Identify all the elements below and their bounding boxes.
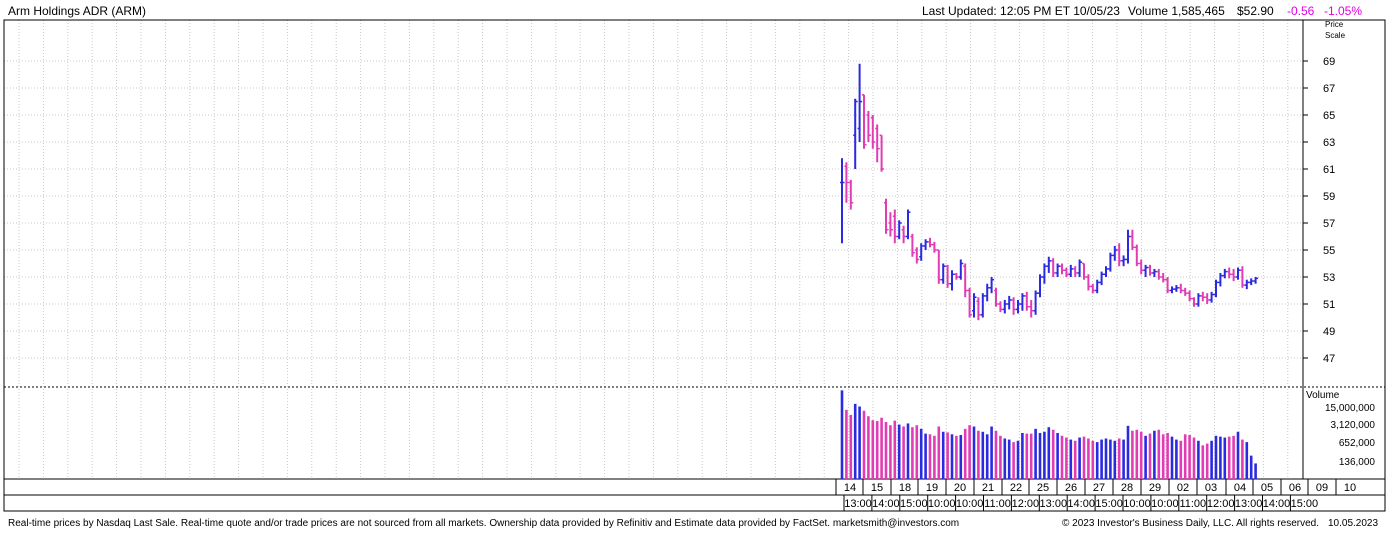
date-axis: 14 15 18 19 20 21 22 25 26 27 28 29 02 03 04 05 06 09 10 — [835, 479, 1356, 495]
chart-grid — [4, 20, 1303, 479]
time-label: 14:00 — [1067, 498, 1095, 510]
date-label: 29 — [1149, 482, 1161, 494]
price-tick-label: 55 — [1323, 245, 1335, 257]
price-axis: Price Scale 69 67 65 63 61 59 57 55 53 51 49 47 — [1303, 20, 1346, 365]
price-change: -0.56 — [1287, 4, 1315, 18]
time-label: 10:00 — [1151, 498, 1179, 510]
date-label: 04 — [1234, 482, 1246, 494]
price-tick-label: 65 — [1323, 110, 1335, 122]
time-label: 11:00 — [1179, 498, 1206, 510]
volume-tick-label: 136,000 — [1339, 457, 1376, 468]
chart-frame — [3, 19, 1386, 512]
price-tick-label: 61 — [1323, 164, 1335, 176]
price-scale-label-1: Price — [1325, 20, 1344, 29]
footer-disclaimer: Real-time prices by Nasdaq Last Sale. Re… — [8, 518, 960, 529]
price-change-pct: -1.05% — [1324, 4, 1363, 18]
price-scale-label-2: Scale — [1325, 31, 1346, 40]
volume-axis: Volume 15,000,000 3,120,000 652,000 136,000 — [1306, 390, 1375, 468]
time-label: 13:00 — [1235, 498, 1263, 510]
date-label: 20 — [954, 482, 966, 494]
date-label: 22 — [1010, 482, 1022, 494]
price-bars — [840, 63, 1259, 321]
date-label: 25 — [1037, 482, 1049, 494]
time-label: 10:00 — [1123, 498, 1151, 510]
price-tick-label: 53 — [1323, 272, 1335, 284]
date-label: 02 — [1177, 482, 1189, 494]
time-axis: 13:00 14:00 15:00 10:00 10:00 11:00 12:00 13:00… — [843, 495, 1319, 511]
time-label: 12:00 — [1012, 498, 1040, 510]
date-label: 18 — [899, 482, 911, 494]
footer-date: 10.05.2023 — [1328, 518, 1379, 529]
date-label: 27 — [1093, 482, 1105, 494]
volume-axis-title: Volume — [1306, 390, 1340, 401]
price-tick-label: 59 — [1323, 191, 1335, 203]
date-label: 09 — [1316, 482, 1328, 494]
date-label: 19 — [926, 482, 938, 494]
time-label: 13:00 — [844, 498, 872, 510]
time-label: 10:00 — [928, 498, 956, 510]
last-price: $52.90 — [1237, 4, 1274, 18]
price-tick-label: 51 — [1323, 299, 1335, 311]
price-tick-label: 69 — [1323, 56, 1335, 68]
price-tick-label: 67 — [1323, 83, 1335, 95]
volume-bars — [840, 390, 1257, 479]
volume-readout: Volume 1,585,465 — [1128, 4, 1225, 18]
footer-copyright: © 2023 Investor's Business Daily, LLC. A… — [1062, 518, 1319, 529]
price-tick-label: 49 — [1323, 326, 1335, 338]
time-label: 14:00 — [1263, 498, 1291, 510]
volume-tick-label: 652,000 — [1339, 438, 1376, 449]
date-label: 15 — [871, 482, 883, 494]
time-label: 15:00 — [900, 498, 928, 510]
chart-border — [3, 19, 1386, 512]
date-label: 05 — [1261, 482, 1273, 494]
price-volume-chart: Price Scale 69 67 65 63 61 59 57 55 53 51 49 47 Volum… — [3, 19, 1386, 512]
time-label: 15:00 — [1095, 498, 1123, 510]
chart-footer: Real-time prices by Nasdaq Last Sale. Re… — [0, 514, 1390, 537]
time-label: 11:00 — [984, 498, 1011, 510]
price-tick-label: 63 — [1323, 137, 1335, 149]
price-tick-label: 47 — [1323, 353, 1335, 365]
time-label: 15:00 — [1291, 498, 1319, 510]
time-label: 10:00 — [956, 498, 984, 510]
last-updated: Last Updated: 12:05 PM ET 10/05/23 — [922, 4, 1120, 18]
date-label: 03 — [1205, 482, 1217, 494]
price-tick-label: 57 — [1323, 218, 1335, 230]
volume-tick-label: 15,000,000 — [1325, 403, 1375, 414]
volume-tick-label: 3,120,000 — [1331, 420, 1376, 431]
date-label: 28 — [1121, 482, 1133, 494]
date-label: 14 — [844, 482, 856, 494]
date-label: 10 — [1344, 482, 1356, 494]
time-label: 13:00 — [1040, 498, 1068, 510]
chart-header: Arm Holdings ADR (ARM) Last Updated: 12:… — [0, 0, 1390, 20]
time-label: 12:00 — [1207, 498, 1235, 510]
date-label: 26 — [1065, 482, 1077, 494]
date-label: 21 — [982, 482, 994, 494]
ticker-title: Arm Holdings ADR (ARM) — [8, 4, 147, 18]
time-label: 14:00 — [872, 498, 900, 510]
date-label: 06 — [1289, 482, 1301, 494]
